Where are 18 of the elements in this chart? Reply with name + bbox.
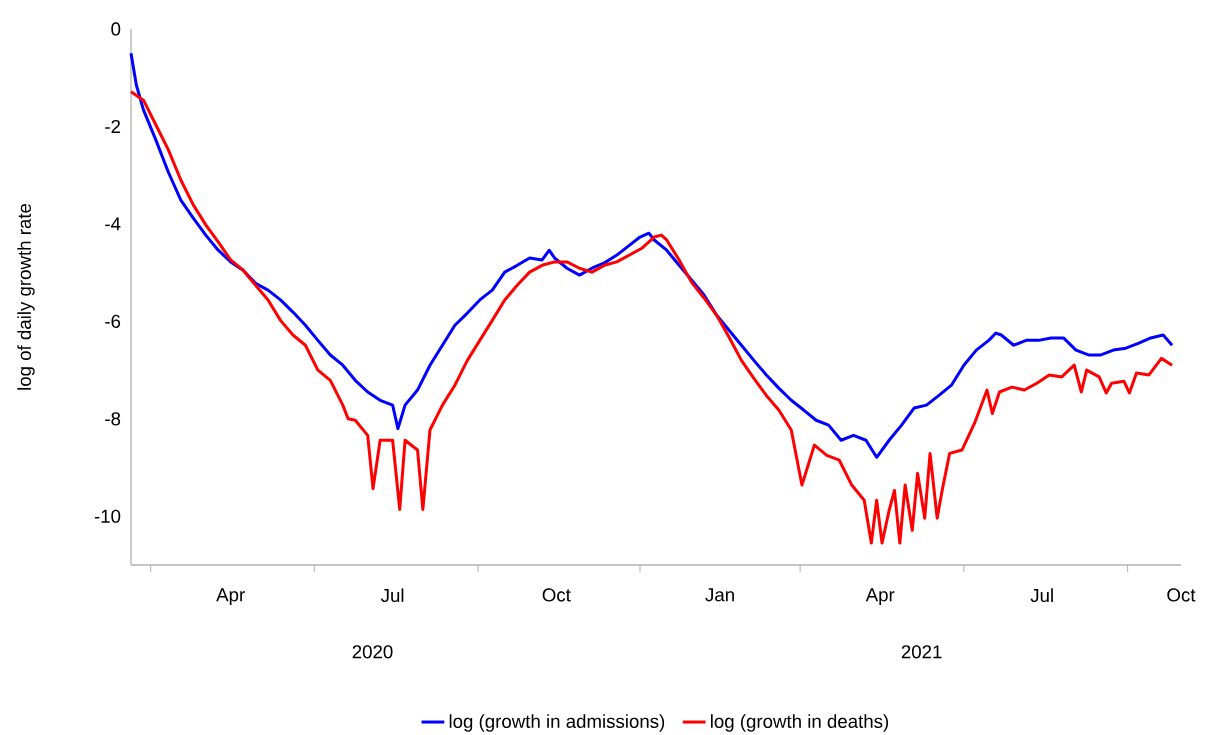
text: 2021	[901, 645, 942, 659]
x-tick-label: Apr	[865, 588, 895, 606]
y-tick-label: 0	[111, 22, 121, 36]
legend-label: log (growth in deaths)	[711, 714, 889, 732]
x-tick-label: Jul	[1030, 588, 1053, 603]
x-tick-label: Jul	[380, 588, 404, 603]
x-tick-label: Oct	[542, 588, 571, 602]
x-tick-label: Jan	[705, 588, 734, 602]
y-tick-label: -8	[105, 412, 121, 426]
legend-label: log (growth in admissions)	[449, 714, 665, 732]
y-axis-title: log of daily growth rate	[17, 203, 35, 390]
text: 2020	[352, 645, 393, 659]
x-tick-label: Oct	[1167, 588, 1196, 602]
y-tick-label: -10	[94, 509, 121, 523]
y-tick-label: -4	[105, 217, 121, 231]
y-tick-label: -2	[105, 119, 121, 133]
y-tick-label: -6	[105, 314, 121, 328]
x-tick-label: Apr	[216, 588, 245, 606]
